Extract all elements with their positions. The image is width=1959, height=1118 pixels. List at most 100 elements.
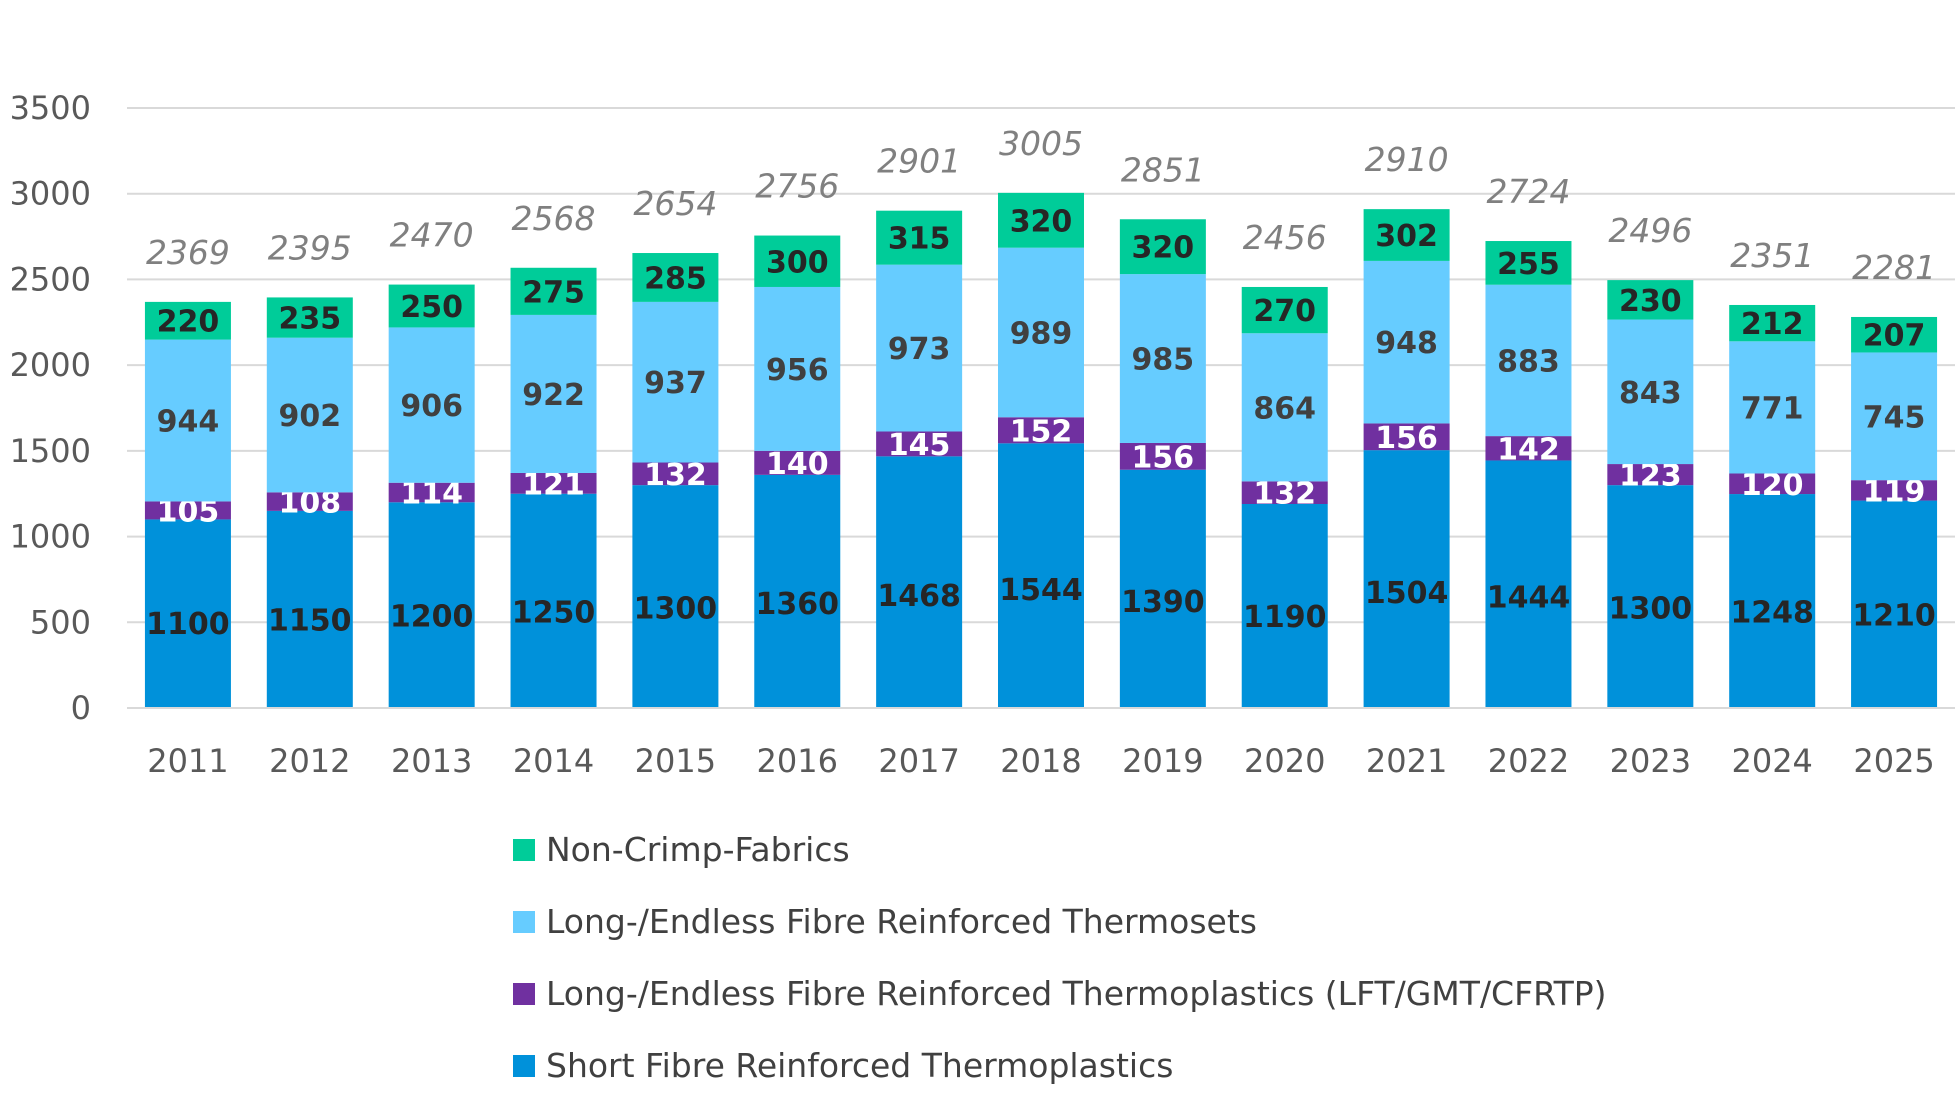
data-label: 745 <box>1863 400 1926 435</box>
bar-segment <box>388 502 475 708</box>
total-label: 2756 <box>755 167 839 206</box>
x-tick-label: 2019 <box>1122 742 1203 780</box>
bar-segment <box>510 314 597 473</box>
x-tick-label: 2022 <box>1488 742 1569 780</box>
bar-segment <box>144 339 231 502</box>
data-label: 302 <box>1375 219 1438 254</box>
bar-segment <box>266 337 353 493</box>
data-label: 152 <box>1010 414 1073 449</box>
x-tick-label: 2014 <box>513 742 594 780</box>
data-label: 948 <box>1375 326 1438 361</box>
x-tick-label: 2017 <box>878 742 959 780</box>
data-label: 985 <box>1132 343 1195 378</box>
bar-group-2015: 1300 132 937 285 2654 <box>632 184 719 708</box>
data-label: 230 <box>1619 284 1682 319</box>
x-tick-label: 2016 <box>757 742 838 780</box>
bar-segment <box>1851 500 1938 708</box>
bar-segment <box>144 519 231 708</box>
bar-segment <box>1363 260 1450 424</box>
data-label: 121 <box>522 467 585 502</box>
data-label: 1300 <box>634 592 718 627</box>
legend-label: Short Fibre Reinforced Thermoplastics <box>546 1046 1173 1085</box>
bar-segment <box>144 501 231 520</box>
bar-segment <box>1363 209 1450 261</box>
data-label: 207 <box>1863 319 1926 354</box>
bar-group-2025: 1210 119 745 207 2281 <box>1851 248 1938 708</box>
data-label: 1210 <box>1852 599 1936 634</box>
legend-label: Long-/Endless Fibre Reinforced Thermoset… <box>546 902 1257 941</box>
bar-segment <box>998 247 1084 418</box>
bar-segment <box>1363 423 1450 451</box>
bar-segment <box>1119 442 1206 470</box>
data-label: 132 <box>644 458 707 493</box>
total-label: 2851 <box>1121 150 1205 189</box>
legend-label: Non-Crimp-Fabrics <box>546 830 850 869</box>
bar-segment <box>876 431 963 457</box>
total-label: 2281 <box>1852 248 1936 287</box>
bar-group-2023: 1300 123 843 230 2496 <box>1607 211 1694 708</box>
total-label: 2568 <box>512 199 596 238</box>
y-tick-label: 1000 <box>10 518 91 556</box>
legend-item: Long-/Endless Fibre Reinforced Thermoset… <box>513 902 1257 941</box>
data-label: 973 <box>888 332 951 367</box>
bar-segment <box>1607 280 1694 320</box>
bar-group-2022: 1444 142 883 255 2724 <box>1485 172 1572 708</box>
total-label: 2654 <box>633 184 717 223</box>
total-label: 2351 <box>1730 236 1814 275</box>
x-tick-label: 2018 <box>1000 742 1081 780</box>
legend-item: Long-/Endless Fibre Reinforced Thermopla… <box>513 974 1607 1013</box>
bar-segment <box>1241 286 1328 334</box>
data-label: 285 <box>644 261 707 296</box>
total-label: 2910 <box>1365 140 1449 179</box>
data-label: 1190 <box>1243 600 1327 635</box>
data-label: 300 <box>766 245 829 280</box>
bar-segment <box>1851 352 1938 481</box>
bar-group-2019: 1390 156 985 320 2851 <box>1119 150 1206 708</box>
data-label: 235 <box>278 302 341 337</box>
bar-segment <box>998 417 1084 444</box>
x-tick-label: 2011 <box>147 742 228 780</box>
bar-segment <box>632 462 719 486</box>
y-tick-label: 3000 <box>10 175 91 213</box>
bar-segment <box>1851 480 1938 501</box>
bars: 1100105944220236911501089022352395120011… <box>144 124 1938 708</box>
data-label: 145 <box>888 428 951 463</box>
bar-segment <box>388 284 475 328</box>
legend-label: Long-/Endless Fibre Reinforced Thermopla… <box>546 974 1607 1013</box>
data-label: 270 <box>1253 294 1316 329</box>
data-label: 922 <box>522 378 585 413</box>
bar-segment <box>266 492 353 511</box>
bar-segment <box>1119 469 1206 708</box>
bar-segment <box>754 450 841 475</box>
y-tick-label: 0 <box>71 689 91 727</box>
bar-segment <box>632 301 719 463</box>
data-label: 1248 <box>1730 596 1814 631</box>
bar-segment <box>144 301 231 340</box>
y-tick-label: 1500 <box>10 432 91 470</box>
legend-swatch <box>513 983 535 1005</box>
bar-segment <box>510 267 597 315</box>
bar-segment <box>754 474 841 708</box>
data-label: 275 <box>522 275 585 310</box>
bar-segment <box>754 235 841 287</box>
bar-segment <box>632 253 719 302</box>
data-label: 864 <box>1253 391 1316 426</box>
x-tick-label: 2024 <box>1731 742 1812 780</box>
x-tick-label: 2025 <box>1853 742 1934 780</box>
data-label: 1444 <box>1487 581 1571 616</box>
bar-segment <box>1729 494 1816 708</box>
total-label: 2901 <box>877 142 961 181</box>
bar-segment <box>388 482 475 503</box>
data-label: 989 <box>1010 316 1073 351</box>
x-tick-label: 2023 <box>1610 742 1691 780</box>
data-label: 320 <box>1132 231 1195 266</box>
total-label: 3005 <box>999 124 1083 163</box>
x-tick-label: 2013 <box>391 742 472 780</box>
legend-swatch <box>513 911 535 933</box>
bar-segment <box>998 192 1084 248</box>
data-label: 1360 <box>756 587 840 622</box>
bar-segment <box>510 472 597 494</box>
bar-group-2017: 1468 145 973 315 2901 <box>876 142 963 708</box>
data-label: 1504 <box>1365 576 1449 611</box>
